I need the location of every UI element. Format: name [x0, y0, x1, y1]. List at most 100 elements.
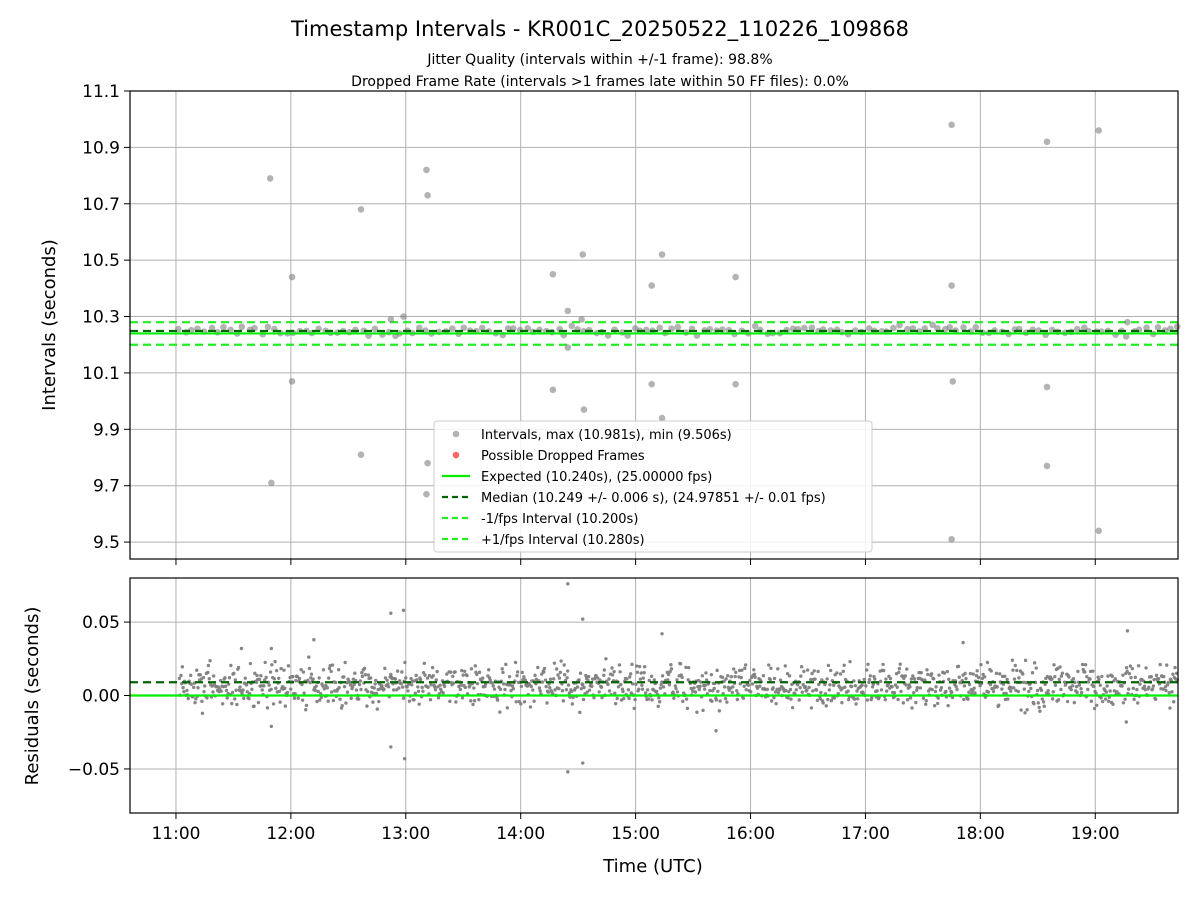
- interval-point: [322, 687, 326, 691]
- interval-point: [241, 688, 245, 692]
- interval-point: [511, 687, 516, 691]
- interval-point: [905, 667, 909, 671]
- outlier-point: [566, 770, 570, 774]
- y-tick-label: 10.9: [82, 138, 120, 158]
- interval-point: [957, 675, 961, 679]
- interval-point: [1077, 683, 1082, 687]
- interval-point: [1099, 696, 1103, 700]
- interval-point: [890, 685, 894, 689]
- interval-point: [1041, 700, 1046, 704]
- interval-point: [1025, 708, 1029, 712]
- interval-point: [851, 327, 859, 334]
- interval-point: [649, 674, 654, 679]
- interval-point: [198, 673, 203, 677]
- outlier-point: [389, 611, 393, 615]
- interval-point: [794, 688, 798, 692]
- interval-point: [598, 678, 602, 682]
- interval-point: [947, 686, 952, 690]
- outlier-point: [549, 270, 557, 278]
- outlier-point: [578, 316, 585, 323]
- interval-point: [283, 704, 288, 708]
- interval-point: [400, 670, 404, 674]
- interval-point: [366, 673, 371, 677]
- interval-point: [864, 684, 868, 688]
- interval-point: [945, 669, 950, 674]
- interval-point: [331, 698, 336, 703]
- x-tick-label: 17:00: [841, 824, 890, 844]
- interval-point: [796, 683, 800, 687]
- outlier-point: [423, 490, 430, 498]
- interval-point: [495, 698, 500, 702]
- interval-point: [362, 666, 367, 671]
- interval-point: [1154, 324, 1162, 331]
- interval-point: [809, 706, 814, 710]
- interval-point: [855, 689, 859, 693]
- interval-point: [538, 689, 542, 693]
- interval-point: [853, 683, 858, 688]
- interval-point: [1105, 684, 1109, 688]
- interval-point: [616, 685, 621, 689]
- interval-point: [888, 676, 893, 681]
- interval-point: [821, 701, 825, 705]
- interval-point: [1086, 687, 1090, 692]
- interval-point: [881, 662, 885, 667]
- interval-point: [257, 677, 262, 682]
- interval-point: [892, 691, 897, 695]
- interval-point: [954, 684, 958, 689]
- interval-point: [180, 665, 185, 669]
- interval-point: [1106, 699, 1111, 703]
- interval-point: [726, 674, 730, 678]
- interval-point: [810, 671, 814, 676]
- interval-point: [397, 686, 401, 690]
- interval-point: [578, 671, 583, 675]
- interval-point: [634, 664, 639, 668]
- interval-point: [240, 691, 244, 696]
- interval-point: [410, 683, 414, 687]
- interval-point: [1016, 689, 1020, 694]
- interval-point: [826, 663, 831, 668]
- interval-point: [1043, 682, 1047, 687]
- interval-point: [363, 673, 368, 677]
- interval-point: [510, 684, 515, 688]
- interval-point: [848, 659, 852, 664]
- interval-point: [908, 685, 912, 689]
- interval-point: [330, 663, 335, 667]
- interval-point: [238, 685, 242, 689]
- legend-label: Median (10.249 +/- 0.006 s), (24.97851 +…: [481, 491, 826, 506]
- interval-point: [309, 672, 314, 676]
- interval-point: [522, 675, 526, 679]
- outlier-point: [948, 535, 955, 543]
- interval-point: [1027, 689, 1031, 694]
- legend: Intervals, max (10.981s), min (9.506s) Po…: [433, 420, 873, 553]
- interval-point: [840, 700, 844, 705]
- interval-point: [584, 673, 588, 678]
- interval-point: [515, 673, 519, 678]
- interval-point: [715, 668, 719, 673]
- legend-marker: [452, 430, 460, 438]
- interval-point: [374, 691, 379, 696]
- outlier-point: [401, 608, 406, 613]
- interval-point: [967, 682, 972, 687]
- interval-point: [986, 690, 991, 694]
- interval-point: [259, 673, 263, 678]
- interval-point: [1164, 688, 1168, 693]
- interval-point: [769, 699, 774, 703]
- interval-point: [988, 682, 993, 687]
- interval-point: [699, 680, 703, 684]
- interval-point: [933, 689, 938, 694]
- interval-point: [617, 663, 622, 667]
- interval-point: [798, 685, 802, 690]
- interval-point: [279, 666, 283, 671]
- interval-point: [427, 673, 432, 678]
- interval-point: [465, 673, 469, 678]
- interval-point: [1060, 671, 1065, 675]
- interval-point: [964, 676, 968, 681]
- outlier-point: [268, 479, 275, 487]
- interval-point: [1138, 682, 1142, 686]
- interval-point: [600, 695, 604, 700]
- outlier-point: [269, 724, 274, 729]
- interval-point: [570, 702, 575, 706]
- interval-point: [1039, 688, 1044, 693]
- interval-point: [622, 696, 626, 701]
- chart-title: Timestamp Intervals - KR001C_20250522_11…: [290, 17, 909, 42]
